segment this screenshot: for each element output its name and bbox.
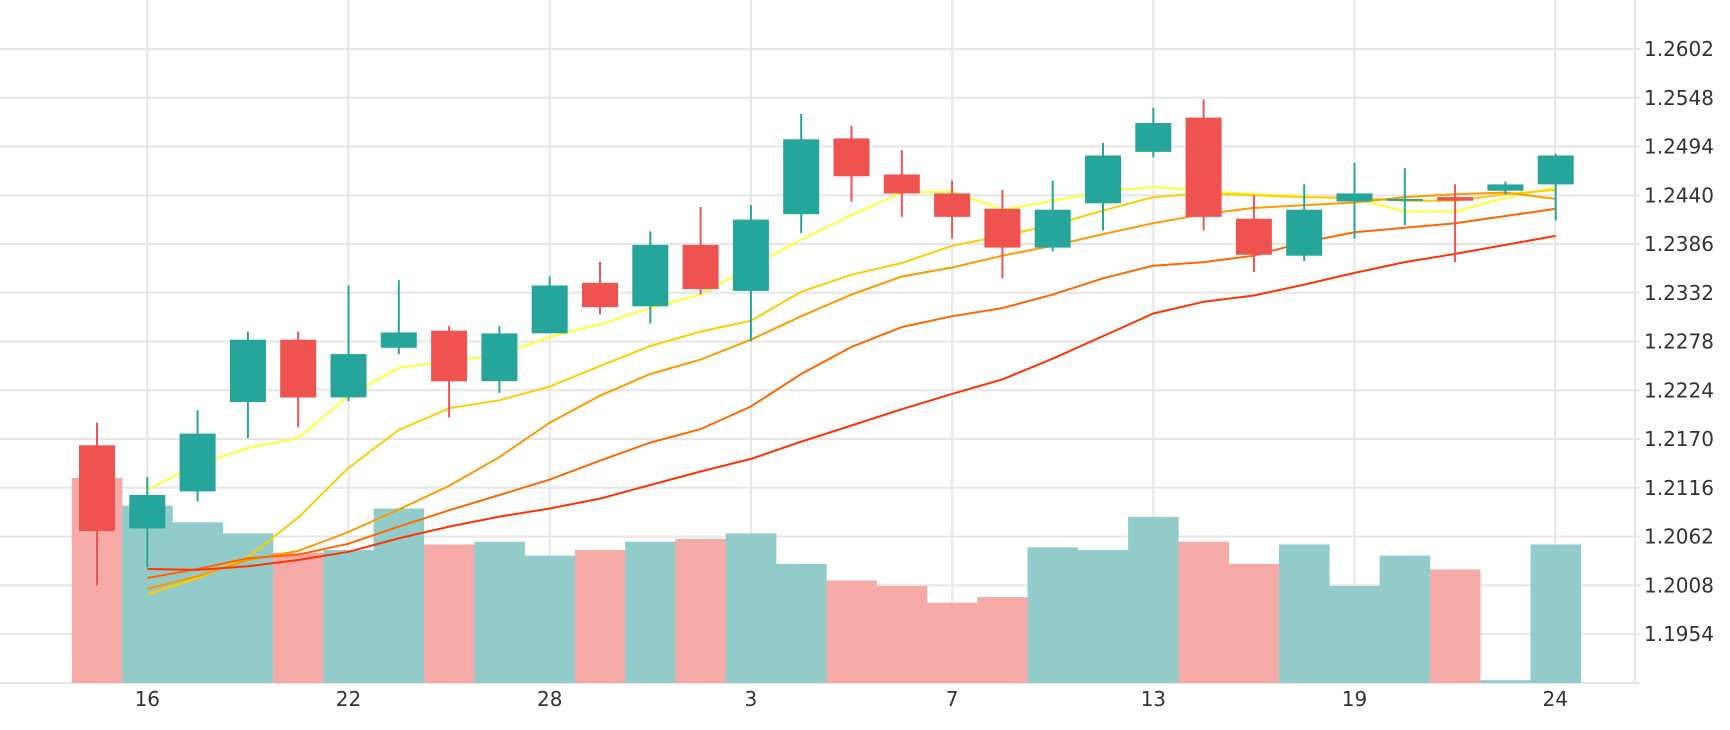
candle-body xyxy=(380,332,417,348)
y-tick-label: 1.2602 xyxy=(1644,37,1714,61)
candle-body xyxy=(783,139,820,215)
volume-bar xyxy=(1279,544,1330,683)
volume-bar xyxy=(1027,547,1079,683)
volume-bar xyxy=(524,555,576,683)
x-tick-label: 22 xyxy=(336,687,361,711)
volume-bar xyxy=(625,541,676,683)
x-tick-label: 7 xyxy=(946,687,959,711)
x-tick-label: 16 xyxy=(135,687,160,711)
y-tick-label: 1.2170 xyxy=(1644,427,1714,451)
x-tick-label: 13 xyxy=(1141,687,1166,711)
candle-body xyxy=(1336,193,1373,202)
candle-body xyxy=(481,333,518,382)
candle-body xyxy=(330,354,367,398)
volume-bar xyxy=(1530,544,1582,683)
candle-body xyxy=(732,219,769,291)
candle-body xyxy=(1185,117,1222,217)
y-tick-label: 1.2548 xyxy=(1644,86,1714,110)
volume-bar xyxy=(926,602,978,683)
candle-body xyxy=(582,282,618,308)
candle-body xyxy=(1437,197,1474,201)
x-tick-label: 19 xyxy=(1342,687,1367,711)
x-tick-label: 28 xyxy=(537,687,562,711)
volume-bar xyxy=(876,586,928,683)
y-tick-label: 1.2008 xyxy=(1644,573,1714,597)
x-tick-label: 3 xyxy=(745,687,758,711)
volume-bar xyxy=(977,597,1028,683)
candle-body xyxy=(280,339,317,398)
candle-body xyxy=(1085,155,1121,204)
y-tick-label: 1.2278 xyxy=(1644,330,1714,354)
x-tick-label: 24 xyxy=(1542,687,1567,711)
volume-bar xyxy=(1429,569,1481,683)
candle-body xyxy=(883,174,920,194)
volume-bar xyxy=(1329,586,1380,683)
axis-layer: 1.2602 1.2548 1.2494 1.2440 1.2386 1.2332 1.22… xyxy=(135,37,1714,711)
candle-body xyxy=(934,193,971,217)
volume-bar xyxy=(1480,680,1531,683)
candle-body xyxy=(1286,209,1323,256)
candle-body xyxy=(1235,218,1272,255)
candle-body xyxy=(984,208,1021,248)
volume-bar xyxy=(826,580,877,683)
y-tick-label: 1.2332 xyxy=(1644,281,1714,305)
volume-bar xyxy=(725,533,777,683)
volume-bar xyxy=(675,538,726,683)
y-tick-label: 1.2386 xyxy=(1644,232,1714,256)
moving-average-layer xyxy=(146,186,1556,596)
y-tick-label: 1.2224 xyxy=(1644,378,1714,402)
volume-bar xyxy=(776,563,827,683)
volume-bar xyxy=(273,552,324,683)
candle-body xyxy=(1537,155,1574,185)
candle-body xyxy=(1487,184,1524,191)
volume-bar xyxy=(1128,516,1179,683)
volume-bar xyxy=(1077,550,1129,683)
candle-layer xyxy=(79,99,1574,586)
y-tick-label: 1.2062 xyxy=(1644,525,1714,549)
volume-bar xyxy=(172,522,223,683)
candle-body xyxy=(431,330,468,382)
volume-bar xyxy=(1379,555,1431,683)
volume-bar xyxy=(474,541,525,683)
volume-bar xyxy=(423,544,475,683)
moving-average-line xyxy=(147,191,1556,590)
moving-average-line xyxy=(147,234,1556,571)
moving-average-line xyxy=(146,186,1556,491)
volume-bar xyxy=(1178,541,1229,683)
candle-body xyxy=(682,244,719,290)
candle-body xyxy=(1034,209,1071,248)
y-tick-label: 1.2116 xyxy=(1644,476,1714,500)
candle-body xyxy=(1135,123,1172,152)
volume-bar xyxy=(323,550,374,683)
candle-body xyxy=(632,244,669,307)
y-tick-label: 1.1954 xyxy=(1644,622,1714,646)
candle-body xyxy=(833,138,870,177)
candle-body xyxy=(179,433,216,492)
y-tick-label: 1.2440 xyxy=(1644,183,1714,207)
candle-body xyxy=(79,445,115,532)
candle-body xyxy=(229,339,266,402)
candle-body xyxy=(531,285,568,334)
candle-body xyxy=(129,495,166,529)
moving-average-line xyxy=(146,188,1556,596)
candle-body xyxy=(1386,198,1423,201)
y-tick-label: 1.2494 xyxy=(1644,135,1714,159)
volume-bar xyxy=(574,550,626,683)
volume-bar xyxy=(1228,563,1280,683)
